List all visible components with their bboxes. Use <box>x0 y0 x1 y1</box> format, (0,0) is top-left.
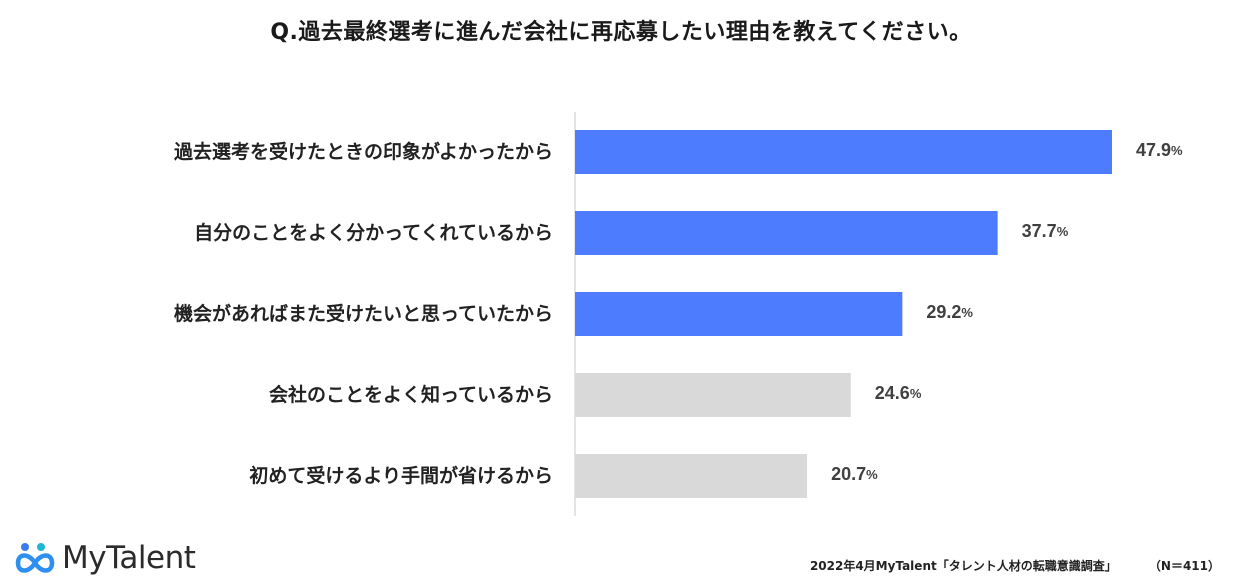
category-label-4: 会社のことをよく知っているから <box>269 383 553 406</box>
bar-2 <box>575 211 998 255</box>
value-label-1: 47.9% <box>1136 140 1183 160</box>
sample-size: （N＝411） <box>1148 559 1220 573</box>
infinity-people-icon <box>15 543 55 573</box>
source-text: 2022年4月MyTalent「タレント人材の転職意識調査」 <box>809 559 1117 573</box>
logo-text: MyTalent <box>62 540 196 576</box>
value-label-4: 24.6% <box>875 383 922 403</box>
category-label-2: 自分のことをよく分かってくれているから <box>194 221 553 244</box>
category-label-5: 初めて受けるより手間が省けるから <box>249 464 553 487</box>
mytalent-logo: MyTalent <box>14 538 196 578</box>
chart-title: Q.過去最終選考に進んだ会社に再応募したい理由を教えてください。 <box>270 20 972 45</box>
value-label-2: 37.7% <box>1022 221 1069 241</box>
category-label-1: 過去選考を受けたときの印象がよかったから <box>174 140 553 163</box>
bar-1 <box>575 130 1112 174</box>
bar-4 <box>575 373 851 417</box>
value-label-3: 29.2% <box>926 302 973 322</box>
value-label-5: 20.7% <box>831 464 878 484</box>
category-label-3: 機会があればまた受けたいと思っていたから <box>174 302 553 325</box>
bar-5 <box>575 454 808 498</box>
footer-source: 2022年4月MyTalent「タレント人材の転職意識調査」 （N＝411） <box>810 557 1220 574</box>
bar-3 <box>575 292 903 336</box>
